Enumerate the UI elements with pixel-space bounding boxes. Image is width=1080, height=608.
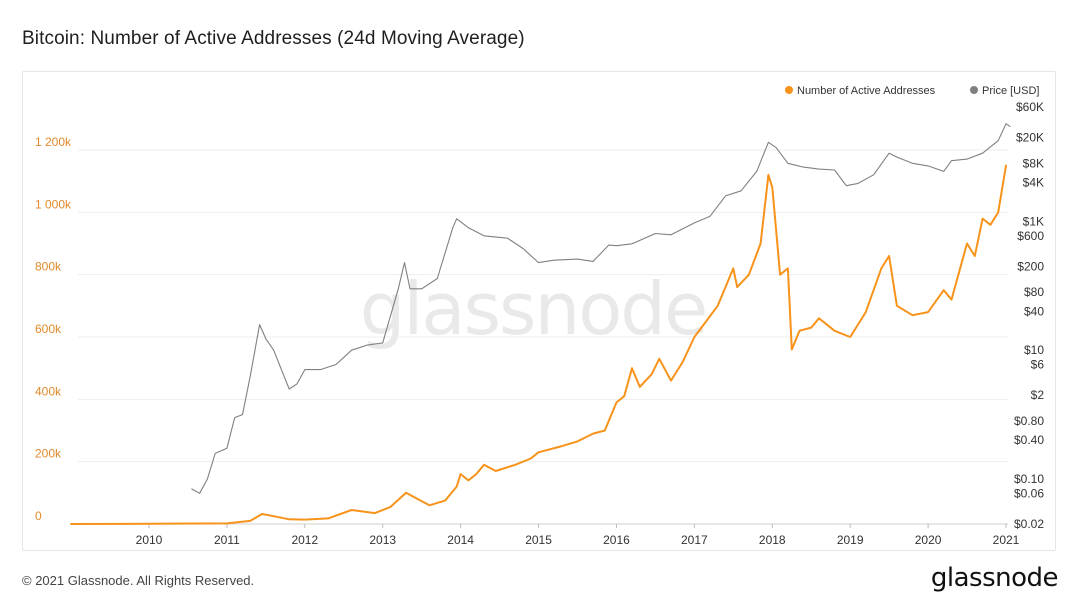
right-axis-tick: $60K xyxy=(1016,100,1044,114)
left-axis-tick: 1 000k xyxy=(35,197,72,211)
x-axis-tick: 2011 xyxy=(214,533,240,547)
x-axis-tick: 2013 xyxy=(369,533,396,547)
right-axis-tick: $20K xyxy=(1016,131,1044,145)
left-axis-tick: 1 200k xyxy=(35,135,72,149)
x-axis-tick: 2020 xyxy=(915,533,942,547)
chart-panel: glassnode 0 200k 400k 600k 800k 1 000k 1 200k … xyxy=(22,71,1056,551)
x-axis-tick: 2014 xyxy=(447,533,474,547)
glassnode-logo[interactable]: glassnode xyxy=(930,563,1059,593)
x-axis-tick: 2016 xyxy=(603,533,630,547)
right-axis-tick: $40 xyxy=(1024,304,1044,318)
left-axis-tick: 600k xyxy=(35,322,62,336)
chart-legend: Number of Active Addresses Price [USD] xyxy=(785,85,1039,97)
price-line xyxy=(191,123,1011,494)
chart-title: Bitcoin: Number of Active Addresses (24d… xyxy=(22,28,525,49)
right-axis-tick: $10 xyxy=(1024,343,1044,357)
right-axis-tick: $80 xyxy=(1024,285,1044,299)
legend-dot-addresses xyxy=(785,86,793,94)
left-axis-tick: 800k xyxy=(35,260,62,274)
right-axis-tick: $0.06 xyxy=(1014,486,1044,500)
right-axis-tick: $0.02 xyxy=(1014,517,1044,531)
right-axis-tick: $200 xyxy=(1017,259,1044,273)
left-axis-tick: 200k xyxy=(35,447,62,461)
right-axis-tick: $8K xyxy=(1023,156,1044,170)
right-axis-tick: $6 xyxy=(1031,358,1045,372)
left-axis-tick: 0 xyxy=(35,509,42,523)
watermark: glassnode xyxy=(360,267,707,351)
x-axis-tick: 2018 xyxy=(759,533,786,547)
x-axis-tick: 2017 xyxy=(681,533,708,547)
x-axis-tick: 2015 xyxy=(525,533,552,547)
copyright-footer: © 2021 Glassnode. All Rights Reserved. xyxy=(22,573,255,588)
right-axis-tick: $2 xyxy=(1031,388,1045,402)
x-axis-tick: 2021 xyxy=(993,533,1020,547)
x-axis-tick: 2012 xyxy=(291,533,318,547)
right-axis-tick: $0.40 xyxy=(1014,433,1044,447)
x-axis-tick: 2019 xyxy=(837,533,864,547)
active-addresses-line xyxy=(70,164,1007,525)
legend-label-price: Price [USD] xyxy=(982,85,1039,97)
right-axis-tick: $4K xyxy=(1023,176,1044,190)
legend-dot-price xyxy=(970,86,978,94)
right-axis-tick: $0.10 xyxy=(1014,472,1044,486)
right-axis-tick: $600 xyxy=(1017,229,1044,243)
left-axis-tick: 400k xyxy=(35,384,62,398)
x-axis-tick: 2010 xyxy=(136,533,163,547)
right-axis-tick: $0.80 xyxy=(1014,414,1044,428)
right-axis-tick: $1K xyxy=(1023,214,1044,228)
legend-label-addresses: Number of Active Addresses xyxy=(797,85,936,97)
